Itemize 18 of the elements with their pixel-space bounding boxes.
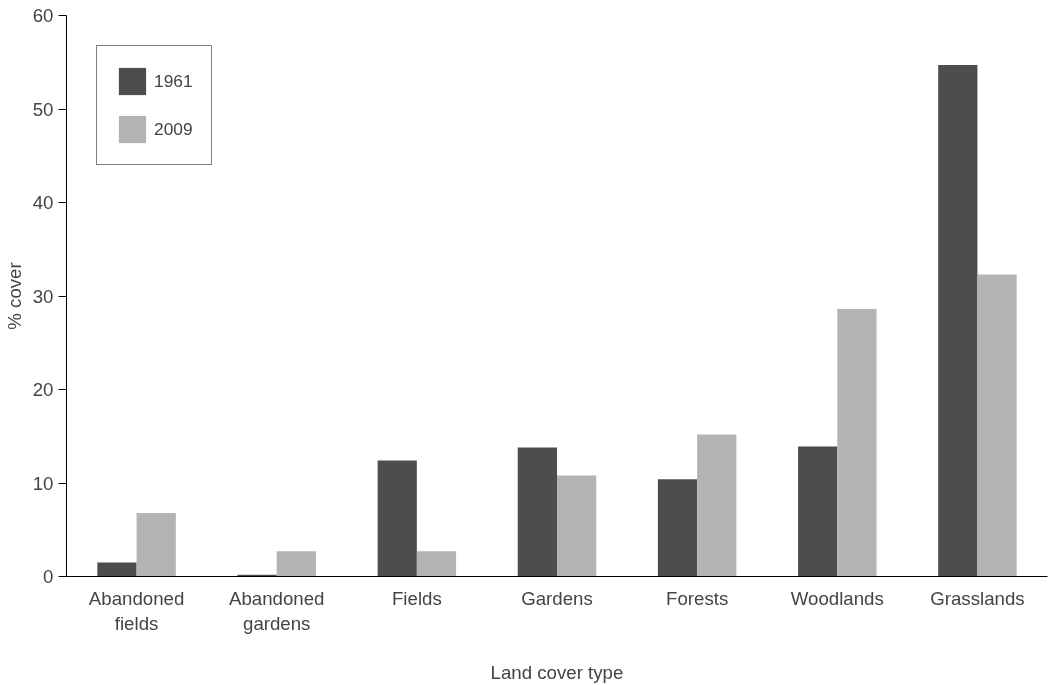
x-axis-title: Land cover type <box>490 661 624 683</box>
legend-label: 2009 <box>154 118 193 140</box>
y-tick-label: 30 <box>32 285 54 307</box>
x-tick-label: Forests <box>666 587 729 609</box>
y-tick-label: 60 <box>32 5 54 26</box>
x-tick-label: Woodlands <box>790 587 884 609</box>
x-tick-label: Fields <box>391 587 442 609</box>
y-tick-label: 20 <box>32 379 54 400</box>
y-tick-label: 0 <box>43 566 54 587</box>
x-tick-label: Abandoned gardens <box>228 587 325 634</box>
x-tick-label: Grasslands <box>930 587 1025 609</box>
y-tick-label: 10 <box>32 472 54 494</box>
x-tick-label: Abandoned fields <box>88 587 185 634</box>
y-axis-title: % cover <box>3 262 25 330</box>
y-tick-label: 50 <box>32 98 54 120</box>
legend-label: 1961 <box>154 70 193 92</box>
x-tick-label: Gardens <box>521 587 593 609</box>
y-tick-label: 40 <box>32 192 54 213</box>
